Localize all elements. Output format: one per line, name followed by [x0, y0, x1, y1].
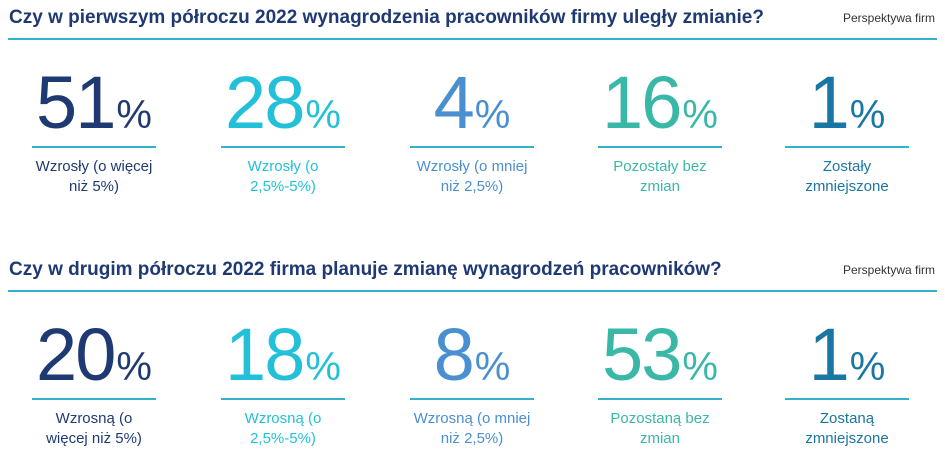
stat-label: Zostały zmniejszone	[805, 158, 889, 195]
stat-number: 28%	[221, 62, 345, 144]
source-label: Perspektywa firm	[842, 11, 935, 25]
stat-divider	[598, 398, 722, 400]
stat-value: 16	[602, 61, 682, 144]
stat-number: 16%	[598, 62, 722, 144]
stat-value: 1	[808, 61, 850, 144]
stat-tile: 16% Pozostały bez zmian	[598, 62, 722, 197]
stat-tile: 51% Wzrosły (o więcej niż 5%)	[32, 62, 156, 197]
stat-tile: 28% Wzrosły (o 2,5%-5%)	[221, 62, 345, 197]
stat-divider	[785, 398, 909, 400]
stat-label: Wzrosną (o więcej niż 5%)	[46, 410, 142, 447]
stat-unit: %	[474, 345, 511, 389]
stat-label: Wzrosły (o mniej niż 2,5%)	[416, 158, 528, 195]
stat-label: Wzrosły (o więcej niż 5%)	[35, 158, 153, 195]
stat-number: 51%	[32, 62, 156, 144]
stat-label: Wzrosną (o 2,5%-5%)	[244, 410, 322, 447]
stat-number: 20%	[32, 314, 156, 396]
stat-divider	[221, 146, 345, 148]
stat-unit: %	[849, 345, 886, 389]
stat-label: Zostaną zmniejszone	[805, 410, 889, 447]
stat-number: 53%	[598, 314, 722, 396]
chart-section: Czy w pierwszym półroczu 2022 wynagrodze…	[0, 0, 945, 195]
stat-unit: %	[682, 345, 718, 389]
stat-tile: 1% Zostaną zmniejszone	[785, 314, 909, 449]
section-header: Czy w drugim półroczu 2022 firma planuje…	[0, 252, 945, 292]
stat-divider	[32, 146, 156, 148]
stat-unit: %	[474, 93, 511, 137]
stat-tile: 1% Zostały zmniejszone	[785, 62, 909, 197]
stat-number: 8%	[410, 314, 534, 396]
stat-unit: %	[305, 93, 341, 137]
stat-divider	[32, 398, 156, 400]
stat-label: Wzrosną (o mniej niż 2,5%)	[413, 410, 531, 447]
stat-number: 4%	[410, 62, 534, 144]
stat-unit: %	[849, 93, 886, 137]
stat-divider	[410, 146, 534, 148]
stat-value: 18	[225, 313, 305, 396]
stat-value: 53	[602, 313, 682, 396]
stat-tile: 4% Wzrosły (o mniej niż 2,5%)	[410, 62, 534, 197]
header-divider	[8, 38, 937, 40]
stat-tile: 20% Wzrosną (o więcej niż 5%)	[32, 314, 156, 449]
stat-label: Pozostaną bez zmian	[610, 410, 710, 447]
stat-value: 20	[36, 313, 116, 396]
stat-label: Wzrosły (o 2,5%-5%)	[247, 158, 319, 195]
stat-tile: 8% Wzrosną (o mniej niż 2,5%)	[410, 314, 534, 449]
stat-divider	[221, 398, 345, 400]
stat-divider	[410, 398, 534, 400]
chart-section: Czy w drugim półroczu 2022 firma planuje…	[0, 252, 945, 447]
stat-value: 1	[808, 313, 850, 396]
stat-value: 4	[433, 61, 475, 144]
stat-value: 8	[433, 313, 475, 396]
stat-label: Pozostały bez zmian	[613, 158, 707, 195]
stat-row: 51% Wzrosły (o więcej niż 5%) 28% Wzrosły (…	[0, 62, 945, 212]
stat-value: 28	[225, 61, 305, 144]
stat-unit: %	[116, 93, 152, 137]
stat-unit: %	[305, 345, 341, 389]
stat-unit: %	[116, 345, 152, 389]
stat-tile: 18% Wzrosną (o 2,5%-5%)	[221, 314, 345, 449]
stat-number: 18%	[221, 314, 345, 396]
stat-divider	[598, 146, 722, 148]
stat-value: 51	[36, 61, 116, 144]
header-divider	[8, 290, 937, 292]
section-title: Czy w drugim półroczu 2022 firma planuje…	[9, 259, 722, 280]
stat-tile: 53% Pozostaną bez zmian	[598, 314, 722, 449]
stat-divider	[785, 146, 909, 148]
section-title: Czy w pierwszym półroczu 2022 wynagrodze…	[9, 7, 764, 28]
stat-row: 20% Wzrosną (o więcej niż 5%) 18% Wzrosną (…	[0, 314, 945, 464]
stat-number: 1%	[785, 314, 909, 396]
stat-number: 1%	[785, 62, 909, 144]
section-header: Czy w pierwszym półroczu 2022 wynagrodze…	[0, 0, 945, 40]
stat-unit: %	[682, 93, 718, 137]
source-label: Perspektywa firm	[842, 263, 935, 277]
